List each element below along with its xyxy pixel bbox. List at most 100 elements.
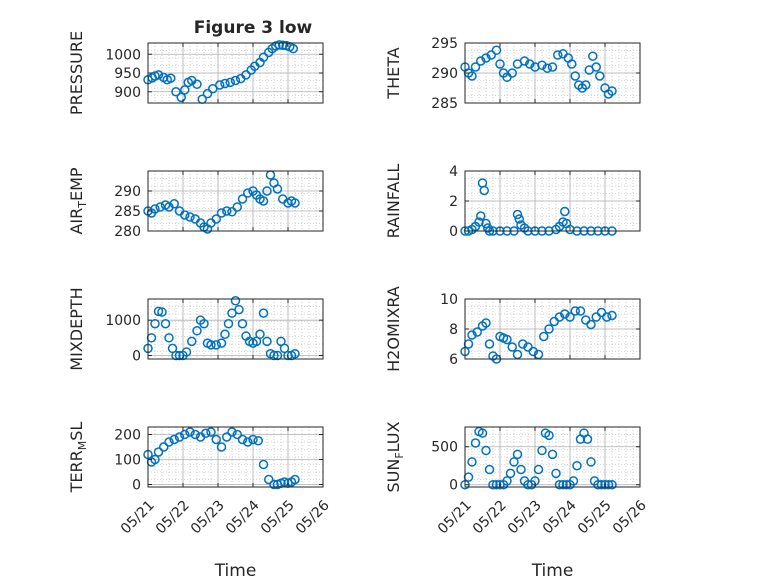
data-point — [567, 59, 577, 69]
y-axis-label: THETA — [384, 47, 403, 99]
data-point — [518, 339, 528, 349]
data-point — [243, 437, 253, 447]
data-point — [192, 79, 202, 89]
y-axis-label: SUNFLUX — [384, 421, 406, 492]
data-point — [157, 307, 167, 317]
y-tick-label: 2 — [449, 194, 458, 210]
data-point — [486, 50, 496, 60]
y-tick-label: 290 — [114, 184, 141, 200]
data-point — [190, 429, 200, 440]
data-point — [519, 56, 530, 66]
y-tick-label: 8 — [449, 322, 458, 338]
data-point — [237, 318, 248, 329]
y-tick-label: 1000 — [105, 313, 141, 329]
data-point — [600, 479, 610, 490]
data-point — [258, 196, 269, 206]
data-point — [554, 312, 565, 322]
data-point — [565, 224, 575, 235]
data-point — [593, 479, 603, 490]
data-point — [258, 308, 269, 318]
data-point — [185, 212, 195, 222]
data-point — [248, 434, 258, 445]
data-point — [164, 333, 174, 343]
axis-box — [464, 426, 641, 488]
data-point — [591, 62, 601, 72]
data-point — [572, 460, 582, 471]
y-tick-label: 10 — [440, 292, 458, 308]
data-point — [169, 434, 179, 445]
data-point — [216, 208, 227, 218]
data-point — [481, 318, 491, 328]
data-point — [570, 71, 580, 81]
data-point — [553, 50, 563, 60]
subplot-5: 0 1000 MIXDEPTH — [67, 287, 324, 371]
y-axis-label: MIXDEPTH — [67, 287, 86, 370]
data-point — [176, 92, 186, 103]
data-point — [607, 86, 617, 96]
data-point — [544, 324, 554, 334]
data-point — [581, 80, 591, 90]
x-axis-label: Time — [531, 561, 574, 581]
data-point — [481, 218, 491, 229]
data-point — [180, 210, 190, 220]
y-tick-label: 290 — [431, 66, 458, 82]
subplot-1: 900 950 1000 PRESSURE — [67, 31, 324, 115]
data-point — [491, 45, 502, 55]
data-point — [237, 194, 248, 204]
data-point — [472, 327, 482, 337]
data-point — [150, 318, 160, 329]
data-point — [539, 331, 549, 342]
axis-box — [147, 426, 324, 488]
data-point — [547, 62, 558, 72]
data-point — [232, 202, 242, 212]
data-point — [479, 185, 489, 196]
data-point — [216, 442, 227, 452]
data-point — [512, 449, 523, 460]
data-point — [241, 70, 251, 80]
data-point — [495, 59, 505, 69]
data-point — [570, 306, 580, 316]
y-tick-label: 500 — [431, 440, 458, 456]
data-point — [488, 479, 498, 490]
data-point — [150, 204, 160, 214]
data-point — [516, 464, 526, 475]
data-point — [582, 434, 593, 444]
data-point — [290, 474, 300, 485]
data-point — [211, 340, 221, 350]
data-point — [180, 429, 190, 440]
data-point — [255, 329, 265, 340]
data-point — [558, 479, 568, 490]
data-point — [169, 199, 179, 209]
data-point — [502, 476, 512, 486]
data-point — [476, 56, 486, 66]
data-point — [544, 430, 554, 441]
data-point — [181, 347, 192, 357]
data-point — [222, 206, 232, 216]
data-point — [201, 428, 211, 438]
data-point — [180, 85, 190, 95]
data-point — [211, 434, 221, 445]
axis-box — [147, 298, 324, 360]
y-tick-label: 950 — [114, 66, 141, 82]
data-point — [216, 338, 227, 348]
data-point — [575, 306, 586, 316]
data-point — [537, 445, 547, 456]
data-point — [206, 427, 216, 437]
data-point — [484, 339, 495, 349]
data-point — [174, 432, 185, 442]
y-tick-label: 0 — [449, 224, 458, 240]
data-point — [525, 59, 535, 69]
data-point — [533, 464, 544, 475]
data-point — [481, 445, 491, 456]
y-tick-label: 900 — [114, 85, 141, 101]
data-point — [234, 304, 244, 315]
data-point — [505, 468, 516, 479]
data-point — [509, 457, 519, 467]
y-tick-label: 0 — [449, 478, 458, 494]
subplot-4: 0 2 4 RAINFALL — [384, 164, 641, 240]
data-point — [586, 319, 596, 330]
data-point — [288, 43, 298, 54]
y-axis-label: PRESSURE — [67, 31, 86, 115]
